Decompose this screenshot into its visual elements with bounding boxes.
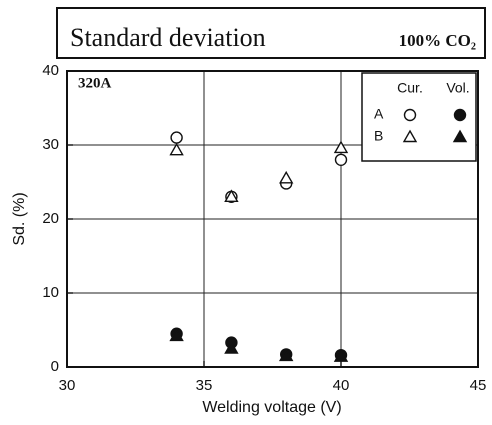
point <box>224 189 239 202</box>
legend-header: Vol. <box>446 80 469 96</box>
x-tick-label: 40 <box>333 377 350 394</box>
y-tick-label: 40 <box>42 62 59 79</box>
legend-label: B <box>374 128 383 144</box>
point <box>278 348 294 362</box>
legend-header: Cur. <box>397 80 423 96</box>
point <box>224 341 239 354</box>
point <box>333 140 349 154</box>
point <box>169 142 184 156</box>
x-tick-label: 45 <box>470 377 487 394</box>
y-tick-label: 30 <box>42 136 59 153</box>
chart-title: Standard deviation <box>70 23 266 52</box>
legend-marker <box>402 129 418 143</box>
point <box>333 349 349 362</box>
chart-subtitle: 100% CO₂ <box>399 31 476 50</box>
plot-frame <box>66 70 479 368</box>
legend-label: A <box>374 106 384 122</box>
legend-marker <box>403 108 417 122</box>
x-tick-label: 30 <box>59 377 76 394</box>
y-axis-label: Sd. (%) <box>11 192 28 245</box>
annotation: 320A <box>78 75 112 91</box>
y-tick-label: 0 <box>51 358 59 375</box>
title-box <box>56 7 486 59</box>
legend-marker <box>452 129 468 143</box>
legend-marker <box>453 108 467 122</box>
point <box>169 328 184 342</box>
point <box>170 131 183 144</box>
y-tick-label: 20 <box>42 210 59 227</box>
point <box>334 153 348 167</box>
y-tick-label: 10 <box>42 284 59 301</box>
point <box>278 170 294 184</box>
x-axis-label: Welding voltage (V) <box>202 399 341 416</box>
x-tick-label: 35 <box>196 377 213 394</box>
